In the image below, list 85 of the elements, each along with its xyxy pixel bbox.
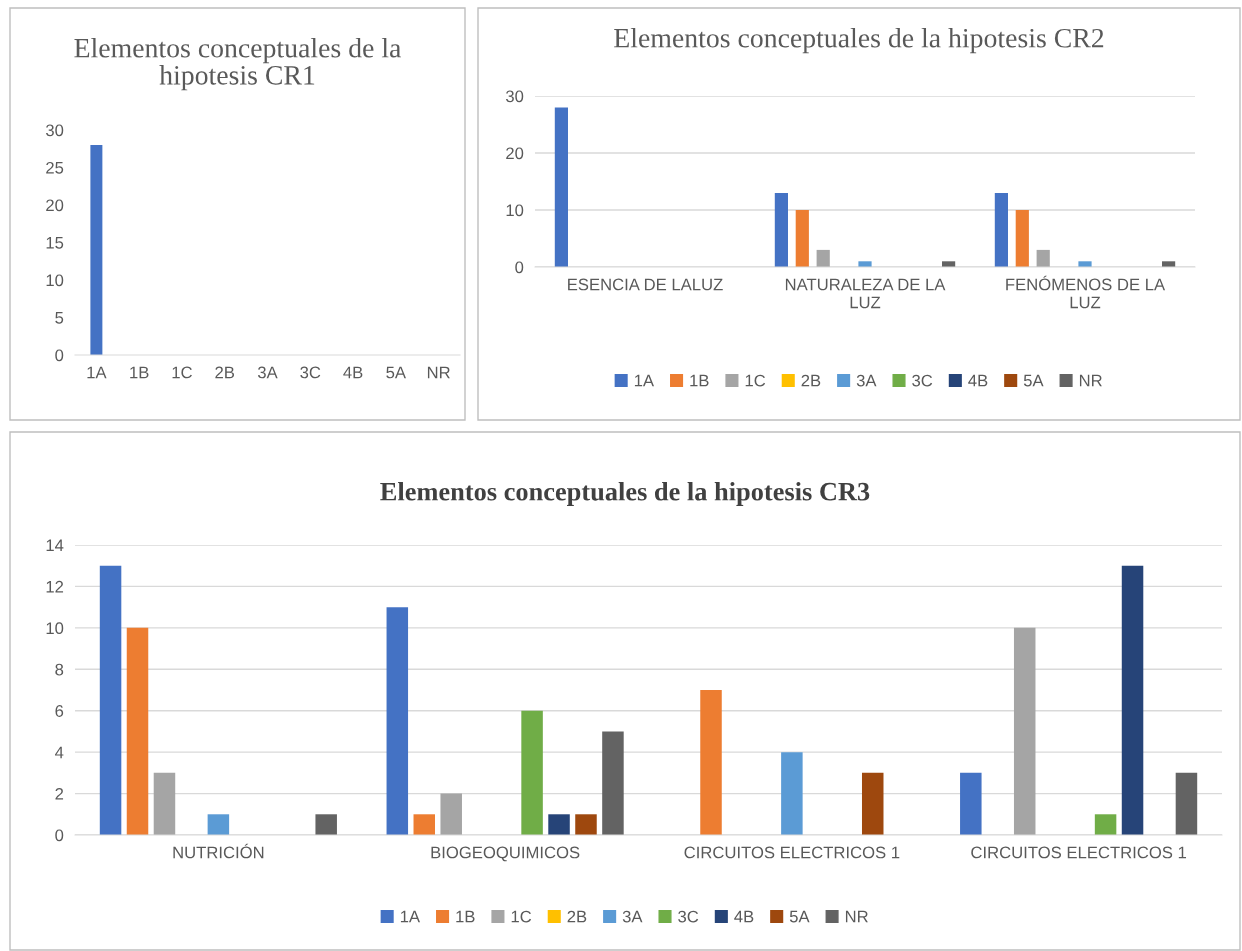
y-tick-label: 15: [46, 237, 64, 249]
bar: [1094, 814, 1117, 835]
y-tick-label: 0: [515, 261, 524, 274]
legend-label: 3C: [678, 910, 699, 923]
y-tick-label: 8: [55, 663, 64, 676]
bar: [816, 249, 830, 267]
x-tick-label: 1B: [130, 366, 149, 379]
chart-title: Elementos conceptuales de la hipotesis CR1: [74, 38, 402, 91]
legend-label: 2B: [567, 910, 587, 923]
bar: [1121, 565, 1144, 835]
bar: [960, 772, 982, 835]
bar: [126, 627, 149, 835]
y-tick-label: 20: [46, 199, 64, 212]
bar: [575, 814, 597, 835]
bar: [1013, 627, 1036, 835]
bar: [858, 261, 872, 267]
y-tick-label: 10: [46, 274, 64, 287]
bar: [1078, 261, 1092, 267]
bar: [781, 752, 803, 835]
x-tick-label: NATURALEZA DE LA LUZ: [785, 278, 946, 309]
y-tick-label: 20: [506, 147, 524, 160]
bar: [700, 690, 722, 835]
legend-label: 1C: [745, 374, 766, 387]
legend-label: NR: [845, 910, 868, 923]
x-tick-label: CIRCUITOS ELECTRICOS 1: [971, 846, 1187, 859]
x-tick-label: BIOGEOQUIMICOS: [431, 846, 580, 862]
x-tick-label: ESENCIA DE LALUZ: [568, 278, 723, 291]
legend-label: 1A: [634, 374, 655, 387]
x-tick-label: CIRCUITOS ELECTRICOS 1: [684, 846, 900, 859]
bar: [413, 814, 436, 835]
bar: [795, 210, 809, 267]
bar: [994, 192, 1008, 267]
bar: [153, 772, 176, 835]
x-tick-label: 3A: [257, 366, 278, 379]
legend-label: 1B: [690, 374, 709, 387]
chart-title: Elementos conceptuales de la hipotesis CR3: [380, 482, 870, 506]
x-tick-label: NR: [427, 366, 450, 379]
y-tick-label: 10: [506, 204, 524, 217]
x-tick-label: 2B: [215, 366, 235, 379]
bar: [1175, 772, 1198, 835]
x-tick-label: FENÓMENOS DE LA LUZ: [1006, 275, 1166, 309]
y-tick-label: 6: [55, 705, 64, 717]
bar: [1036, 249, 1050, 267]
y-tick-label: 12: [46, 580, 64, 593]
chart-title: Elementos conceptuales de la hipotesis CR2: [614, 28, 1104, 54]
y-tick-label: 4: [55, 746, 64, 759]
x-tick-label: NUTRICIÓN: [173, 843, 264, 859]
x-tick-label: 4B: [343, 366, 363, 379]
legend-label: 5A: [789, 910, 810, 923]
bar: [602, 731, 624, 835]
bar: [1015, 210, 1029, 267]
y-tick-label: 10: [46, 622, 64, 635]
bar: [440, 793, 462, 835]
legend-label: 1C: [511, 910, 532, 923]
bar: [521, 710, 543, 835]
x-tick-label: 1C: [172, 366, 192, 379]
bar: [548, 814, 570, 835]
y-tick-label: 30: [45, 124, 64, 137]
bar: [386, 607, 409, 835]
bar: [861, 772, 884, 835]
y-tick-label: 25: [46, 161, 64, 174]
legend-label: 4B: [968, 374, 988, 387]
legend-label: 3A: [622, 910, 643, 923]
legend-label: 4B: [734, 910, 754, 923]
y-tick-label: 5: [55, 312, 64, 324]
legend-label: 1B: [456, 910, 475, 923]
x-tick-label: 1A: [87, 366, 107, 379]
y-tick-label: 14: [46, 539, 64, 552]
legend-label: 2B: [801, 374, 821, 387]
legend-label: NR: [1079, 374, 1102, 387]
bar: [207, 814, 230, 835]
x-tick-label: 5A: [386, 366, 406, 379]
y-tick-label: 30: [505, 90, 524, 103]
legend-label: 1A: [400, 910, 421, 923]
bar: [774, 192, 788, 267]
x-tick-label: 3C: [300, 366, 321, 379]
y-tick-label: 0: [55, 349, 64, 362]
legend-label: 3A: [856, 374, 877, 387]
legend-label: 5A: [1023, 374, 1044, 387]
legend-label: 3C: [912, 374, 933, 387]
bar: [315, 814, 337, 835]
y-tick-label: 0: [55, 829, 64, 842]
y-tick-label: 2: [55, 787, 64, 800]
bar: [99, 565, 122, 835]
bar: [554, 107, 568, 267]
